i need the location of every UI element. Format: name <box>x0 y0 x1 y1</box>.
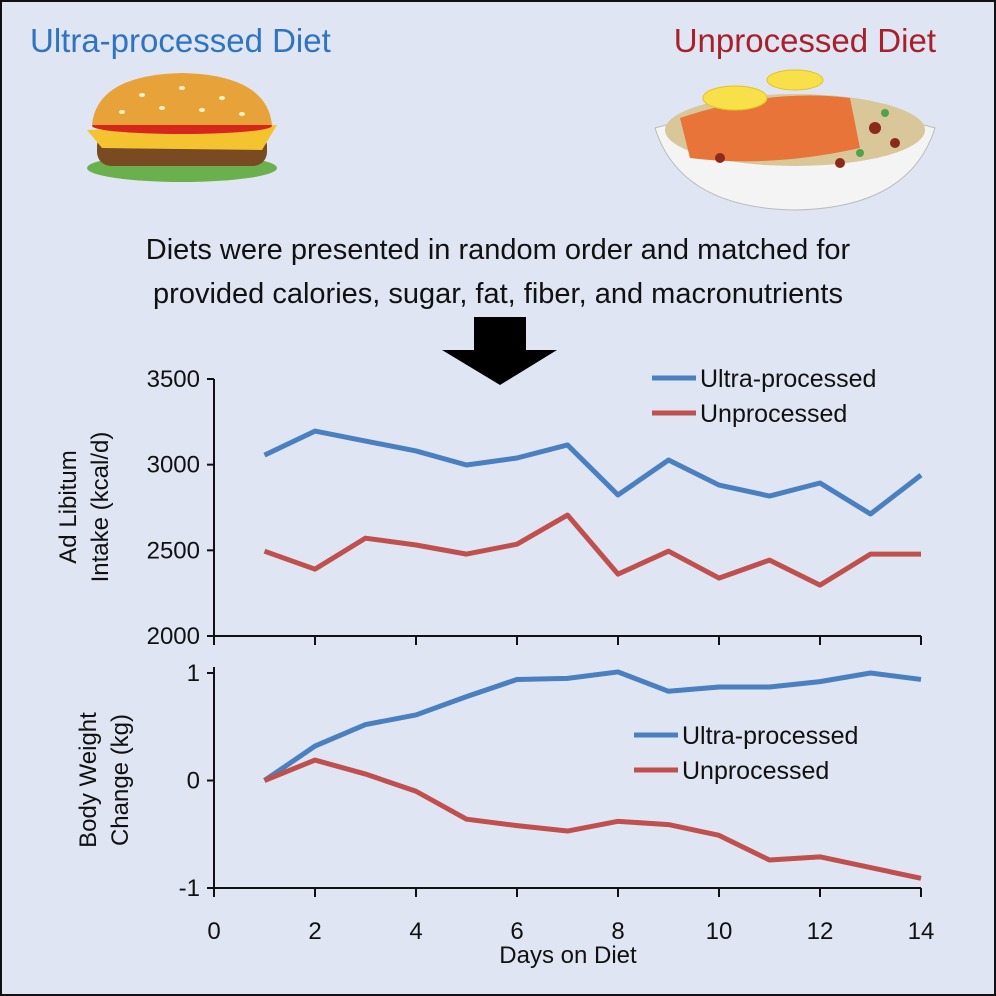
legend-label: Ultra-processed <box>682 722 858 750</box>
x-tick-label: 2 <box>308 918 321 945</box>
x-tick-label: 4 <box>409 918 422 945</box>
legend-label: Unprocessed <box>682 757 829 785</box>
y-tick-label: 0 <box>187 768 200 795</box>
x-tick-label: 6 <box>510 918 523 945</box>
intake-ylabel-line1: Ad Libitum <box>55 450 82 563</box>
description-line-2: provided calories, sugar, fat, fiber, an… <box>153 278 843 310</box>
y-tick-label: 2500 <box>147 537 200 564</box>
weight-ylabel-line1: Body Weight <box>75 712 102 848</box>
series-line-ultra-processed <box>263 669 922 783</box>
description-line-1: Diets were presented in random order and… <box>145 234 851 266</box>
series-line-unprocessed <box>263 757 922 881</box>
y-tick-label: -1 <box>179 875 200 902</box>
intake-chart: Ad Libitum Intake (kcal/d) 2000 2500 3000 3… <box>55 365 923 650</box>
hamburger-icon <box>87 73 277 182</box>
series-line-unprocessed <box>263 512 921 588</box>
ultra-processed-title: Ultra-processed Diet <box>30 22 331 59</box>
y-tick-label: 2000 <box>147 623 200 650</box>
x-tick-label: 8 <box>611 918 624 945</box>
legend-label: Ultra-processed <box>700 365 876 393</box>
weight-ylabel-line2: Change (kg) <box>107 714 134 846</box>
y-tick-label: 1 <box>187 660 200 687</box>
series-line-ultra-processed <box>263 428 923 517</box>
down-arrow-icon <box>442 317 557 385</box>
x-axis-label: Days on Diet <box>499 942 637 969</box>
x-tick-label: 12 <box>807 918 834 945</box>
x-tick-label: 14 <box>908 918 935 945</box>
x-tick-label: 0 <box>207 918 220 945</box>
salmon-plate-icon <box>654 69 936 211</box>
intake-ylabel-line2: Intake (kcal/d) <box>87 432 114 583</box>
weight-chart: Body Weight Change (kg) Days on Diet -1 0… <box>75 660 934 969</box>
unprocessed-title: Unprocessed Diet <box>673 22 936 59</box>
diet-description: Diets were presented in random order and… <box>2 228 994 316</box>
legend-label: Unprocessed <box>700 400 847 428</box>
y-tick-label: 3500 <box>147 366 200 393</box>
x-tick-label: 10 <box>706 918 733 945</box>
y-tick-label: 3000 <box>147 452 200 479</box>
